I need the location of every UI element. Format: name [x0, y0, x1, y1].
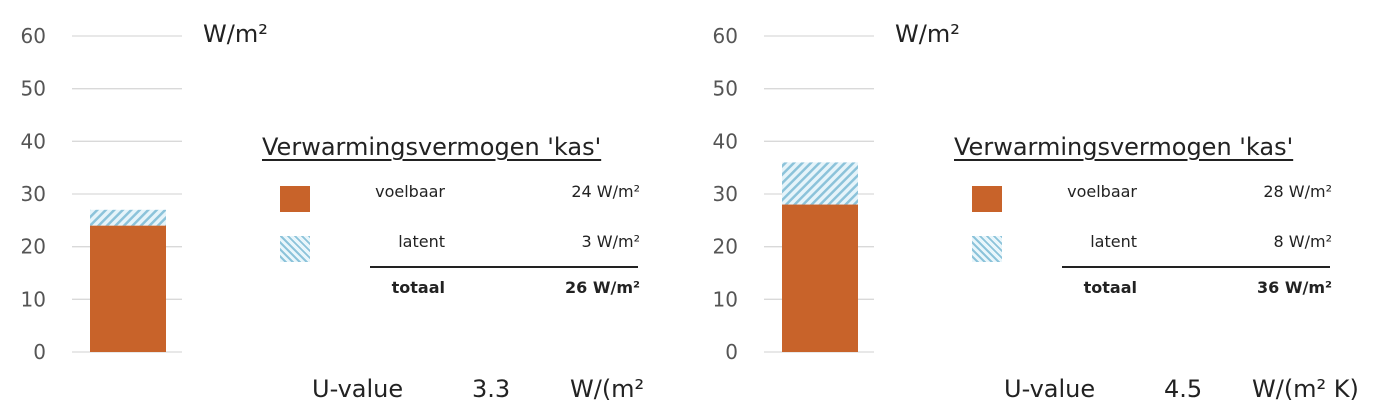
total-label: totaal	[391, 278, 445, 297]
legend-label: latent	[1090, 232, 1137, 251]
uvalue-label: U-value	[1004, 375, 1096, 403]
y-tick-label: 10	[713, 287, 738, 311]
uvalue-value: 3.3	[472, 375, 511, 403]
legend-label: latent	[398, 232, 445, 251]
legend-row-latent: latent 8 W/m²	[972, 232, 1352, 262]
y-tick-label: 60	[21, 24, 46, 48]
bar-segment-voelbaar	[90, 225, 166, 352]
y-tick-label: 30	[713, 182, 738, 206]
sum-divider	[370, 266, 638, 268]
legend-row-total: totaal 26 W/m²	[280, 278, 660, 308]
legend-value: 28 W/m²	[1263, 182, 1332, 201]
legend-row-voelbaar: voelbaar 24 W/m²	[280, 182, 660, 212]
voelbaar-swatch	[280, 186, 310, 212]
latent-swatch	[972, 236, 1002, 262]
uvalue-unit: W/(m²	[570, 375, 645, 403]
unit-label: W/m²	[895, 20, 960, 48]
y-tick-label: 20	[21, 235, 46, 259]
total-label: totaal	[1083, 278, 1137, 297]
bar-segment-latent	[782, 162, 858, 205]
sum-divider	[1062, 266, 1330, 268]
y-tick-label: 0	[33, 340, 46, 364]
legend-label: voelbaar	[1067, 182, 1137, 201]
y-tick-label: 60	[713, 24, 738, 48]
y-tick-label: 10	[21, 287, 46, 311]
y-tick-label: 50	[21, 77, 46, 101]
legend-title: Verwarmingsvermogen 'kas'	[262, 133, 602, 161]
legend-row-latent: latent 3 W/m²	[280, 232, 660, 262]
total-value: 36 W/m²	[1256, 278, 1332, 297]
bar-segment-latent	[90, 209, 166, 226]
legend-value: 3 W/m²	[581, 232, 640, 251]
voelbaar-swatch	[972, 186, 1002, 212]
y-tick-label: 30	[21, 182, 46, 206]
uvalue-unit: W/(m² K)	[1252, 375, 1359, 403]
y-tick-label: 40	[21, 129, 46, 153]
unit-label: W/m²	[203, 20, 268, 48]
bar-chart-right: 0 10 20 30 40 50 60	[713, 24, 874, 364]
uvalue-label: U-value	[312, 375, 404, 403]
bar-segment-voelbaar	[782, 204, 858, 352]
y-tick-label: 50	[713, 77, 738, 101]
latent-swatch	[280, 236, 310, 262]
y-tick-label: 20	[713, 235, 738, 259]
legend-title: Verwarmingsvermogen 'kas'	[954, 133, 1294, 161]
chart-panel-left: 0 10 20 30 40 50 60 W/m² Verwarmingsvermogen '…	[0, 0, 690, 417]
uvalue-value: 4.5	[1164, 375, 1203, 403]
total-value: 26 W/m²	[564, 278, 640, 297]
legend-row-voelbaar: voelbaar 28 W/m²	[972, 182, 1352, 212]
legend-value: 8 W/m²	[1273, 232, 1332, 251]
chart-panel-right: 0 10 20 30 40 50 60 W/m² Verwarmingsvermogen '…	[692, 0, 1382, 417]
y-tick-label: 0	[725, 340, 738, 364]
legend-value: 24 W/m²	[571, 182, 640, 201]
legend-label: voelbaar	[375, 182, 445, 201]
legend-row-total: totaal 36 W/m²	[972, 278, 1352, 308]
bar-chart-left: 0 10 20 30 40 50 60	[21, 24, 182, 364]
y-tick-label: 40	[713, 129, 738, 153]
